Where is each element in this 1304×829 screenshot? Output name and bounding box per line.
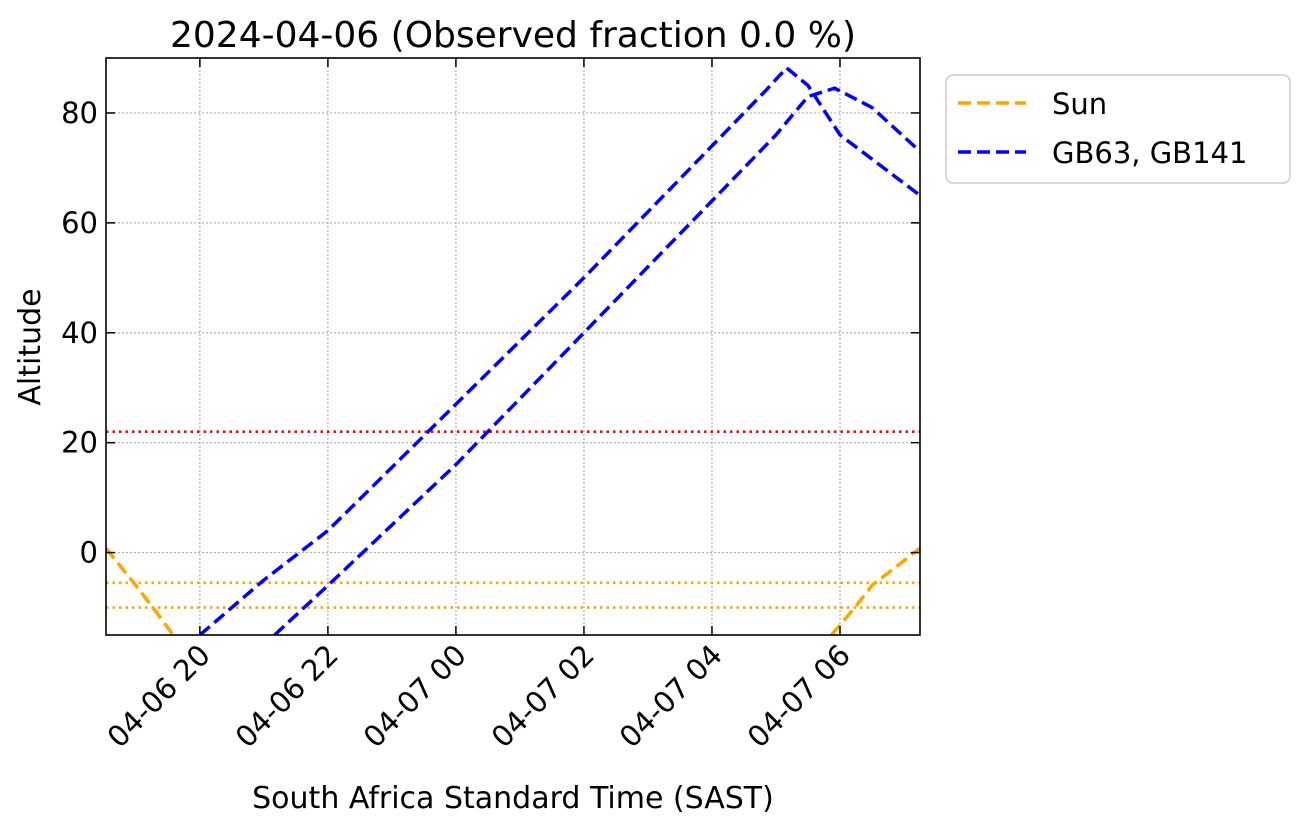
series-line-sun: [106, 547, 175, 635]
y-tick-labels: 0 20 40 60 80: [61, 96, 98, 570]
x-tick-label: 04-07 06: [741, 638, 857, 754]
series-line-targets: [273, 86, 920, 635]
legend-box: [945, 74, 1291, 184]
x-tick-label: 04-06 20: [101, 638, 217, 754]
reference-lines: [106, 430, 920, 609]
legend: Sun GB63, GB141: [945, 74, 1291, 184]
series-lines: [106, 66, 920, 635]
y-tick-label: 40: [61, 316, 98, 350]
series-line-targets: [198, 66, 920, 635]
grid-lines: [106, 58, 920, 635]
x-tick-labels: 04-06 20 04-06 22 04-07 00 04-07 02 04-07 04…: [101, 638, 857, 754]
y-tick-label: 60: [61, 206, 98, 240]
axis-ticks: [106, 58, 920, 635]
y-tick-label: 80: [61, 96, 98, 130]
x-tick-label: 04-07 04: [613, 638, 729, 754]
x-axis-label: South Africa Standard Time (SAST): [252, 781, 774, 816]
x-tick-label: 04-07 02: [485, 638, 601, 754]
y-axis-label: Altitude: [13, 288, 48, 405]
x-tick-label: 04-07 00: [357, 638, 473, 754]
chart-title: 2024-04-06 (Observed fraction 0.0 %): [170, 15, 856, 56]
y-tick-label: 0: [80, 536, 98, 570]
series-line-sun: [830, 546, 920, 635]
legend-label-sun: Sun: [1052, 87, 1107, 121]
legend-label-targets: GB63, GB141: [1052, 136, 1247, 170]
plot-frame: [105, 57, 921, 636]
y-tick-label: 20: [61, 426, 98, 460]
x-tick-label: 04-06 22: [229, 638, 345, 754]
